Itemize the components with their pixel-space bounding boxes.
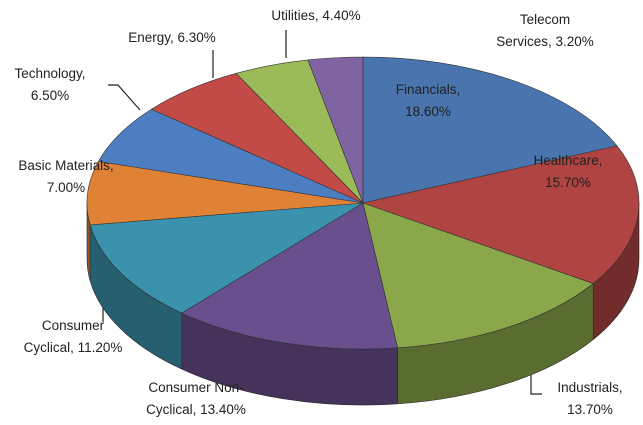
data-label-line: 7.00% [47,180,85,195]
data-labels: Financials, 18.60% Healthcare, 15.70% Indust… [14,8,622,417]
data-label: Energy, 6.30% [128,30,216,45]
slice [89,202,364,314]
data-label-line: Services, 3.20% [496,34,594,49]
data-label-line: Consumer [42,318,105,333]
data-label: Utilities, 4.40% [271,8,360,23]
data-label: Healthcare, 15.70% [533,153,602,190]
data-label-line: 18.60% [405,104,451,119]
data-label-line: Financials, [396,82,461,97]
data-label-line: Cyclical, 13.40% [146,402,246,417]
data-label-line: Basic Materials, [18,158,113,173]
slice [181,202,398,350]
data-label-line: Industrials, [557,380,622,395]
data-label: Basic Materials, 7.00% [18,158,113,195]
pie-sides [86,202,640,406]
slice [362,202,594,349]
data-label-line: 15.70% [545,175,591,190]
data-label-line: Telecom [520,12,570,27]
slice [361,145,640,284]
slice [86,161,364,226]
data-label: Financials, 18.60% [396,82,461,119]
data-label-line: Consumer Non- [148,380,243,395]
data-label: Industrials, 13.70% [557,380,622,417]
leader-line [108,84,141,111]
slice [362,56,618,204]
data-label-line: Energy, 6.30% [128,30,216,45]
data-label: Telecom Services, 3.20% [496,12,594,49]
data-label-line: Healthcare, [533,153,602,168]
leader-line [530,372,542,395]
slice [97,108,364,204]
slice [307,56,364,204]
data-label-line: Utilities, 4.40% [271,8,360,23]
slice-side-shade [181,313,398,406]
data-label-line: Cyclical, 11.20% [24,340,123,355]
data-label: Consumer Non- Cyclical, 13.40% [146,380,246,417]
data-label-line: 13.70% [567,402,613,417]
data-label: Consumer Cyclical, 11.20% [24,318,123,355]
slice-side-shade [397,283,594,404]
pie-tops [86,56,640,350]
data-label-line: 6.50% [31,88,69,103]
slice-side-shade [593,203,639,340]
data-label-line: Technology, [14,66,85,81]
data-label: Technology, 6.50% [14,66,85,103]
slice-side-shade [90,224,182,370]
